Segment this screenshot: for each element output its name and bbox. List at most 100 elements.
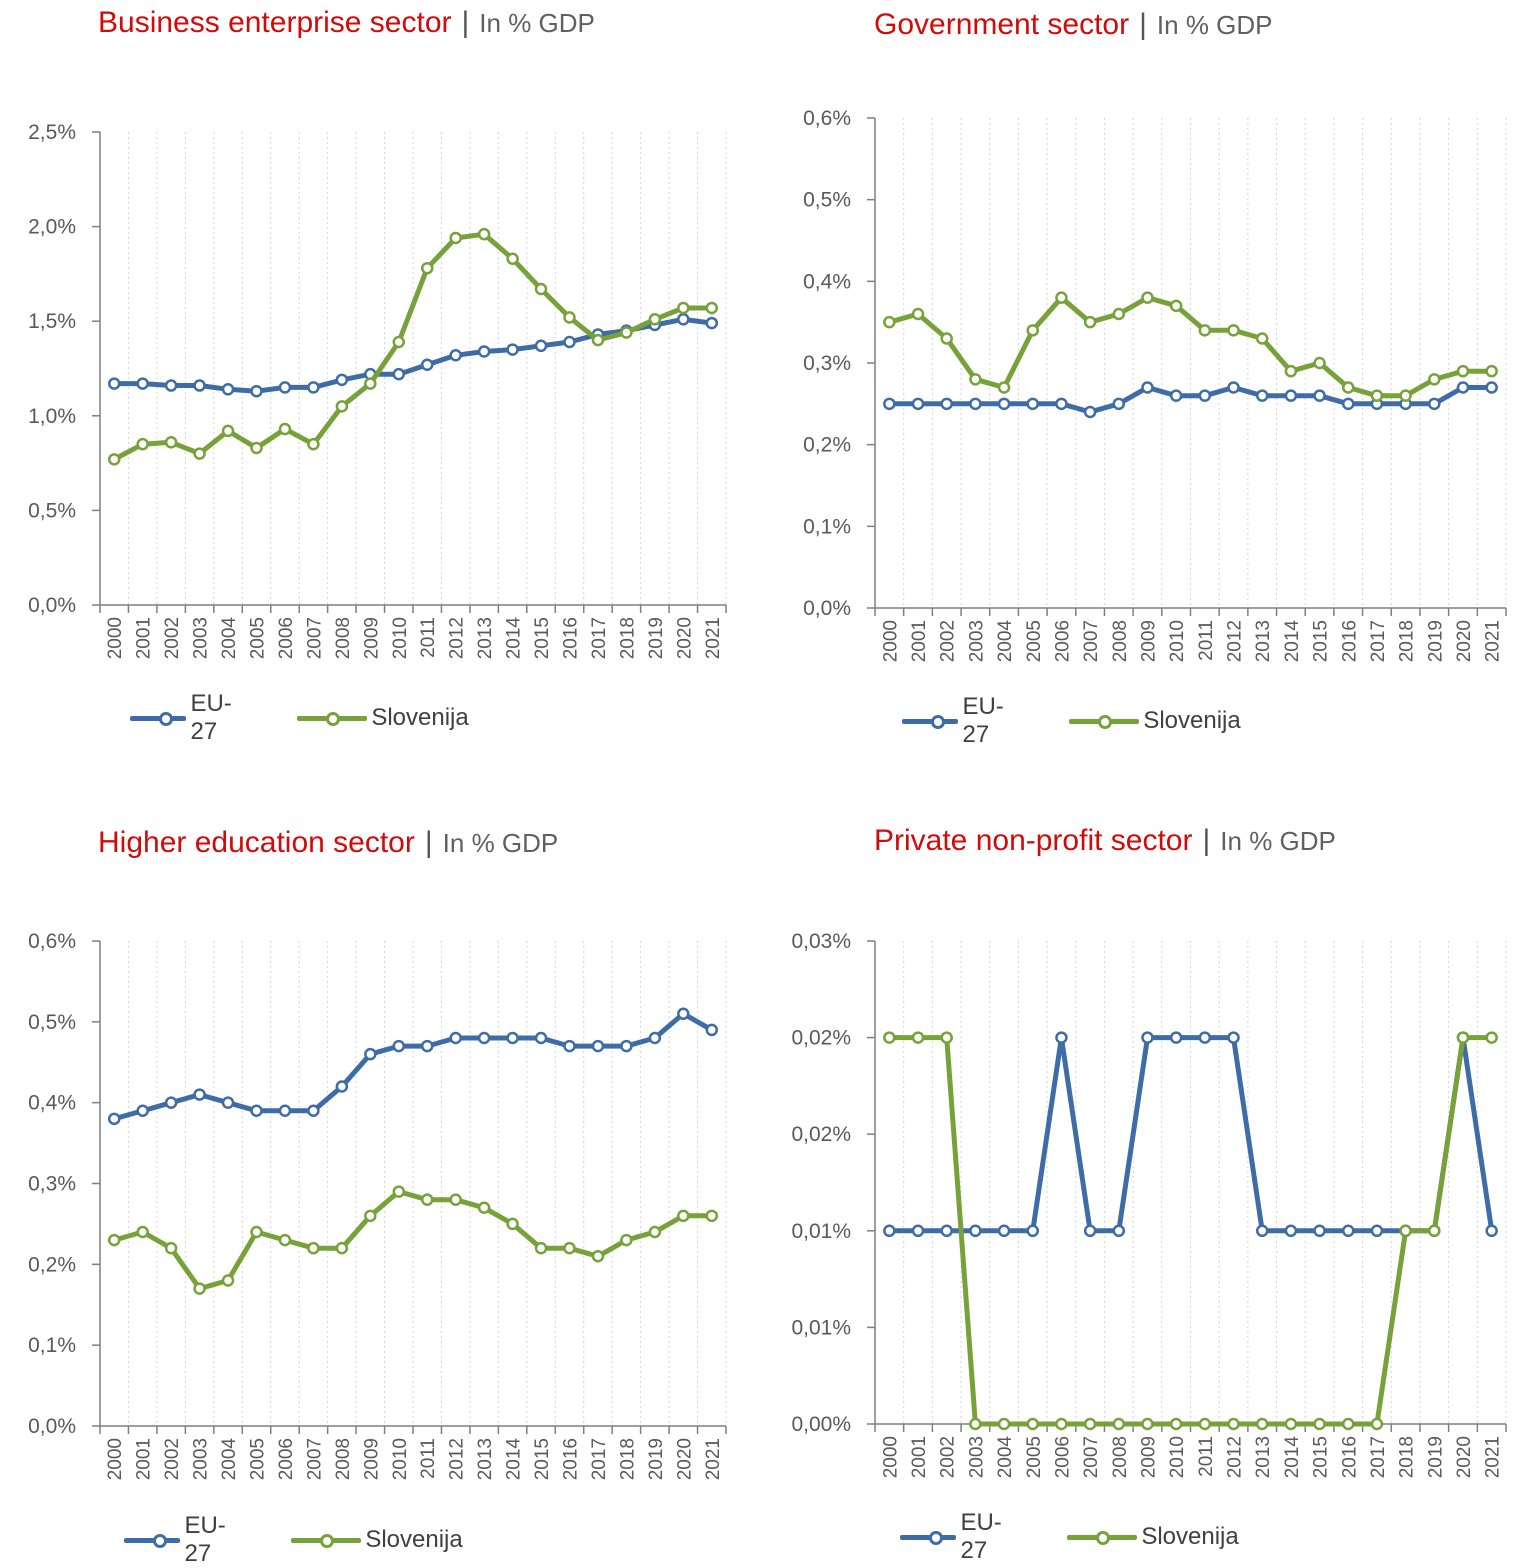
data-point-si: [1141, 1417, 1154, 1431]
data-point-si: [335, 400, 349, 413]
data-point-eu: [1456, 381, 1470, 394]
data-point-eu: [278, 1104, 292, 1117]
y-tick-label: 0,0%: [28, 1415, 76, 1438]
data-point-si: [1083, 315, 1097, 329]
data-point-si: [563, 1241, 576, 1255]
x-tick-label: 2003: [191, 617, 212, 659]
data-point-eu: [307, 1104, 320, 1117]
line-chart-government: 0,0% 0,1% 0,2% 0,3% 0,4% 0,5% 0,6% 2000 2001 2002…: [803, 107, 1507, 663]
data-point-si: [164, 1241, 178, 1255]
data-point-si: [620, 326, 633, 339]
x-tick-label: 2014: [504, 617, 525, 660]
legend-swatch-si: [1069, 714, 1140, 729]
data-point-si: [506, 252, 519, 266]
x-tick-label: 2014: [504, 1438, 525, 1481]
x-tick-label: 2010: [390, 617, 411, 659]
x-tick-label: 2009: [1138, 1436, 1159, 1478]
data-point-eu: [221, 1096, 235, 1109]
chart-title-government: Government sector | In % GDP: [874, 8, 1273, 42]
x-tick-label: 2018: [1397, 1436, 1418, 1478]
data-point-eu: [477, 345, 491, 358]
data-point-si: [193, 1282, 206, 1295]
data-point-si: [1313, 1417, 1326, 1431]
y-tick-label: 0,0%: [803, 597, 851, 620]
data-point-si: [969, 373, 982, 386]
data-point-eu: [392, 367, 406, 381]
data-point-si: [1112, 307, 1126, 321]
x-tick-label: 2017: [589, 617, 610, 659]
chart-title: Higher education sector: [98, 826, 415, 859]
legend-label-si: Slovenija: [365, 1526, 463, 1553]
data-point-si: [278, 422, 292, 436]
x-tick-label: 2001: [909, 620, 930, 662]
data-point-eu: [1198, 1031, 1212, 1044]
x-tick-label: 2020: [1454, 620, 1475, 662]
data-point-eu: [997, 397, 1011, 411]
x-tick-label: 2004: [995, 1436, 1016, 1479]
y-tick-label: 0,01%: [791, 1220, 851, 1243]
data-point-eu: [250, 1104, 263, 1117]
x-tick-label: 2020: [1454, 1436, 1475, 1478]
data-point-eu: [563, 335, 576, 349]
data-point-eu: [705, 316, 719, 330]
x-tick-label: 2019: [646, 1438, 667, 1480]
data-point-si: [969, 1417, 982, 1431]
x-tick-label: 2001: [909, 1436, 930, 1478]
x-tick-label: 2012: [447, 1438, 468, 1480]
data-point-eu: [1055, 1031, 1068, 1044]
y-tick-label: 0,5%: [28, 499, 76, 522]
x-tick-label: 2020: [674, 617, 695, 659]
data-point-si: [1198, 1417, 1212, 1431]
y-tick-label: 0,1%: [803, 515, 851, 538]
data-point-si: [193, 447, 206, 460]
data-point-eu: [911, 397, 925, 411]
data-point-eu: [164, 1096, 178, 1109]
chart-title-higher-education: Higher education sector | In % GDP: [98, 826, 558, 860]
data-point-eu: [1342, 1224, 1355, 1238]
x-tick-label: 2009: [1138, 620, 1159, 662]
x-tick-label: 2003: [966, 620, 987, 662]
data-point-eu: [506, 343, 519, 356]
data-point-eu: [364, 1047, 377, 1061]
data-point-eu: [335, 373, 349, 387]
data-point-si: [1399, 389, 1412, 402]
x-tick-label: 2008: [333, 617, 354, 659]
data-point-eu: [534, 1031, 548, 1045]
x-tick-label: 2019: [1425, 1436, 1446, 1478]
data-point-si: [591, 333, 605, 347]
y-tick-label: 0,2%: [803, 434, 851, 457]
x-tick-label: 2017: [589, 1438, 610, 1480]
data-point-eu: [1485, 1224, 1498, 1238]
data-point-eu: [107, 377, 121, 390]
x-tick-label: 2021: [703, 617, 724, 659]
x-tick-label: 2015: [1311, 620, 1332, 662]
data-point-eu: [534, 339, 548, 353]
chart-title: Government sector: [874, 8, 1130, 41]
title-separator: |: [1139, 8, 1147, 41]
data-point-si: [136, 1225, 149, 1239]
data-point-si: [449, 231, 462, 245]
x-tick-label: 2009: [361, 1438, 382, 1480]
data-point-eu: [250, 384, 263, 398]
data-point-si: [335, 1241, 349, 1255]
data-point-eu: [1255, 1224, 1269, 1238]
data-point-si: [477, 227, 491, 241]
x-tick-label: 2004: [995, 620, 1016, 663]
data-point-si: [883, 1031, 896, 1044]
data-point-si: [677, 1209, 690, 1223]
data-point-eu: [193, 379, 206, 392]
data-point-eu: [940, 1224, 953, 1238]
x-tick-label: 2013: [475, 1438, 496, 1480]
data-point-si: [1198, 324, 1212, 337]
data-point-si: [997, 1417, 1011, 1431]
data-point-eu: [449, 1031, 462, 1045]
x-tick-label: 2013: [1253, 1436, 1274, 1478]
data-point-si: [392, 335, 406, 349]
data-point-eu: [506, 1031, 519, 1045]
x-tick-label: 2012: [447, 617, 468, 659]
data-point-si: [534, 282, 548, 296]
x-tick-label: 2011: [418, 617, 439, 658]
data-point-eu: [1112, 397, 1126, 411]
legend-item-eu: EU-27: [902, 693, 1017, 749]
data-point-si: [506, 1217, 519, 1231]
